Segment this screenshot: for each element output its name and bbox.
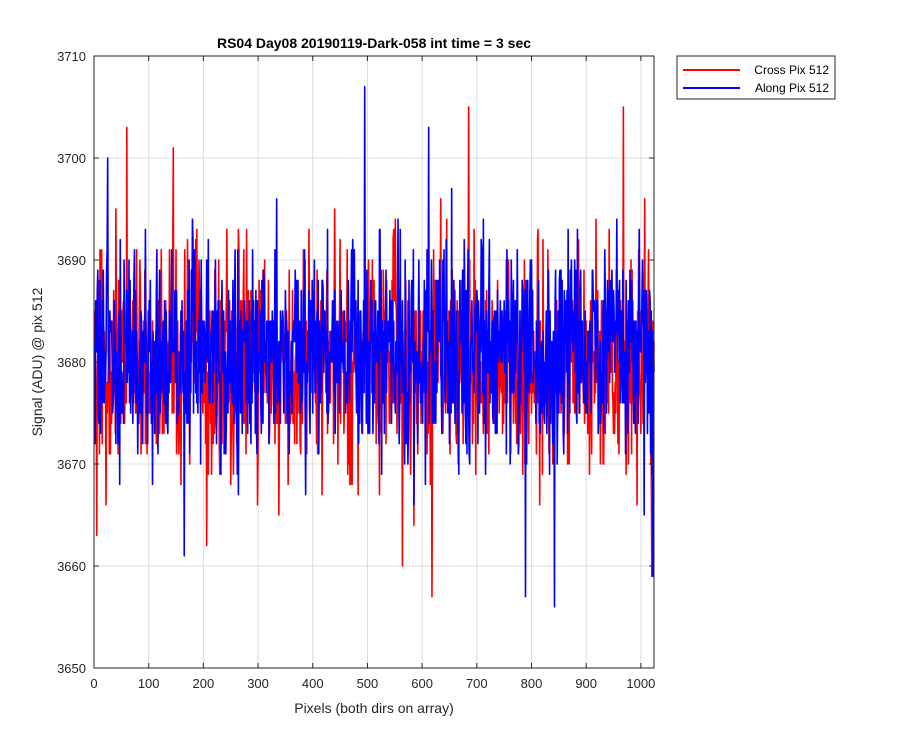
y-tick-label: 3670 xyxy=(57,457,86,472)
x-tick-label: 0 xyxy=(90,676,97,691)
x-tick-label: 300 xyxy=(247,676,269,691)
y-tick-label: 3690 xyxy=(57,253,86,268)
plot-area: 0 100 200 300 400 500 600 700 800 900 1000 3650 3660… xyxy=(57,49,655,691)
x-tick-label: 400 xyxy=(302,676,324,691)
axis-ticks: 0 100 200 300 400 500 600 700 800 900 1000 3650 3660… xyxy=(57,49,655,691)
x-tick-label: 1000 xyxy=(626,676,655,691)
y-tick-label: 3660 xyxy=(57,559,86,574)
x-tick-label: 700 xyxy=(466,676,488,691)
y-tick-label: 3700 xyxy=(57,151,86,166)
legend-label-cross: Cross Pix 512 xyxy=(754,63,829,77)
x-axis-label: Pixels (both dirs on array) xyxy=(294,700,454,716)
x-tick-label: 800 xyxy=(521,676,543,691)
x-tick-label: 600 xyxy=(411,676,433,691)
x-tick-label: 100 xyxy=(138,676,160,691)
chart-title: RS04 Day08 20190119-Dark-058 int time = … xyxy=(217,35,531,51)
y-axis-label: Signal (ADU) @ pix 512 xyxy=(29,287,45,436)
legend-label-along: Along Pix 512 xyxy=(755,81,829,95)
series-line-along xyxy=(93,85,655,608)
y-tick-label: 3650 xyxy=(57,661,86,676)
x-tick-label: 900 xyxy=(575,676,597,691)
legend-box xyxy=(676,55,836,100)
x-tick-label: 200 xyxy=(193,676,215,691)
x-tick-label: 500 xyxy=(357,676,379,691)
series-group xyxy=(93,85,655,608)
y-tick-label: 3710 xyxy=(57,49,86,64)
legend: Cross Pix 512 Along Pix 512 xyxy=(676,55,836,100)
y-tick-label: 3680 xyxy=(57,355,86,370)
